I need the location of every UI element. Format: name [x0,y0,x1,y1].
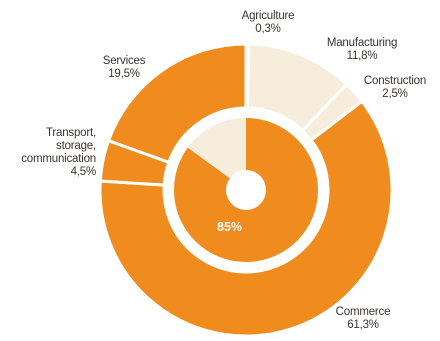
label-agriculture-name: Agriculture [241,10,295,22]
label-transport-value: 4,5% [70,166,97,178]
label-agriculture-value: 0,3% [255,23,281,35]
label-services: Services 19,5% [92,55,156,81]
outer-ring [98,42,394,338]
label-commerce-value: 61,3% [347,319,379,331]
label-construction: Construction 2,5% [352,75,438,101]
label-services-name: Services [102,55,146,67]
inner-slice-main [174,118,318,262]
label-commerce-name: Commerce [335,306,391,318]
outer-slice-commerce [98,99,394,338]
label-services-value: 19,5% [108,68,140,80]
label-manufacturing: Manufacturing 11,8% [310,37,414,63]
label-transport-name-line2: storage, [56,140,96,152]
label-transport-name-line3: communication [21,153,96,165]
label-transport: Transport, storage, communication 4,5% [4,127,96,179]
label-construction-name: Construction [363,75,427,87]
label-manufacturing-value: 11,8% [346,50,378,62]
label-transport-name-line1: Transport, [46,127,96,139]
label-commerce: Commerce 61,3% [327,306,399,332]
inner-ring [174,118,318,262]
label-construction-value: 2,5% [382,88,408,100]
outer-slice-services [106,42,248,165]
inner-slice-rest [187,118,246,179]
label-agriculture: Agriculture 0,3% [232,10,304,36]
label-manufacturing-name: Manufacturing [326,37,398,49]
inner-percentage-label: 85% [217,220,243,234]
